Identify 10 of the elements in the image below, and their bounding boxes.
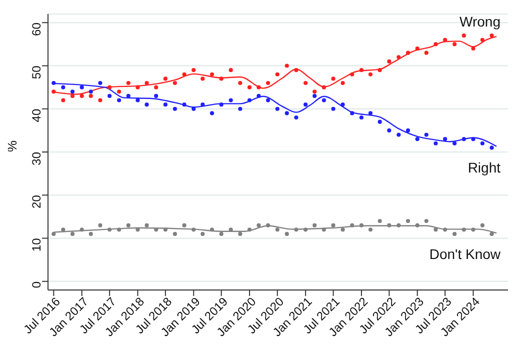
y-tick-label: 20 — [29, 194, 44, 208]
y-tick-label: 50 — [29, 65, 44, 80]
y-tick-label: 30 — [29, 152, 44, 166]
y-tick-label: 60 — [29, 22, 44, 36]
series-label: Don't Know — [429, 246, 502, 262]
y-tick-label: 10 — [29, 238, 44, 252]
y-tick-label: 40 — [29, 108, 44, 122]
series-label: Wrong — [460, 13, 501, 30]
series-label: Right — [468, 159, 501, 176]
y-tick-label: 0 — [29, 281, 44, 288]
